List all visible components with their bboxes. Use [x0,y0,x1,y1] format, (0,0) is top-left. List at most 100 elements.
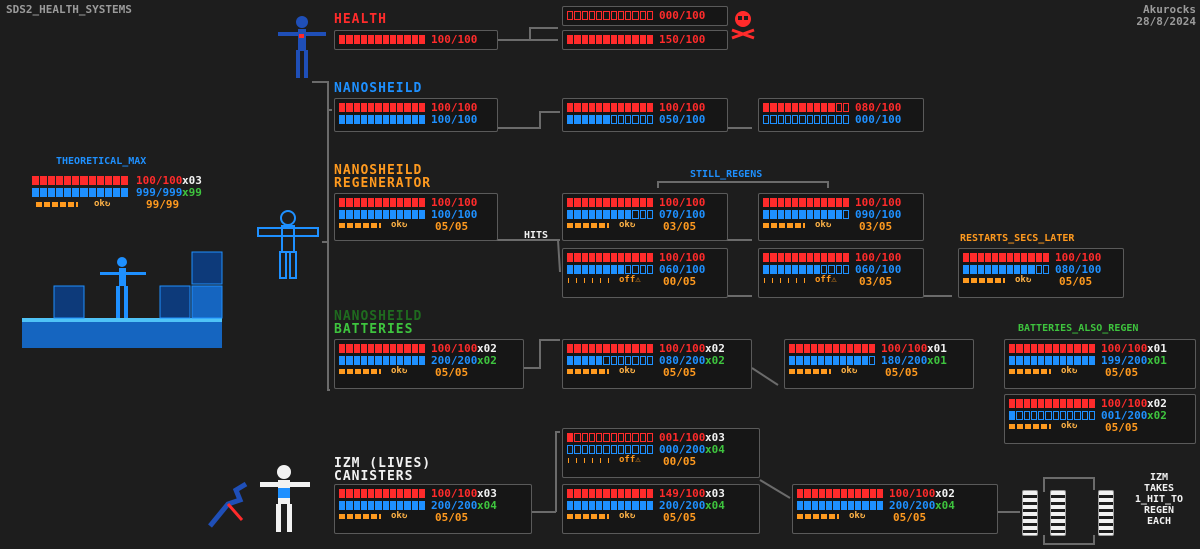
bar-segment [596,198,603,207]
bar-segment [632,433,639,442]
bar-segment [646,198,653,207]
bar-segment [581,103,588,112]
bar-segment [1016,399,1023,408]
regen-cells [567,458,609,463]
izm-note-line: EACH [1146,516,1172,527]
bar-segment [596,489,603,498]
bar-segment [992,265,999,274]
canister-icon [1098,490,1114,536]
shield-value: 200/200 [889,499,936,512]
bar-segment [763,253,770,262]
bar-segment [797,501,804,510]
bar-segment [821,265,828,274]
bar-segment [833,489,840,498]
health-value: 100/100 [855,251,902,264]
header-regen-line1: NANOSHEILD [334,163,423,178]
bar-segment [574,103,581,112]
health-value: 100/100 [855,196,902,209]
shield-bar [567,356,653,365]
bar-segment [360,344,367,353]
bar-segment [588,103,595,112]
bar-segment [797,489,804,498]
date-label: 28/8/2024 [1136,15,1196,28]
health-value: 100/100 [1055,251,1102,264]
bar-segment [1030,344,1037,353]
status-panel: 000/100 [562,6,728,26]
bar-segment [806,253,813,262]
shield-value: 180/200 [881,354,928,367]
status-panel: 149/100 x03 200/200 x04 ok↻ 05/05 [562,484,760,534]
regen-ok-status: ok↻ [849,511,866,521]
lives-multiplier: x02 [935,487,955,500]
bar-segment [847,356,854,365]
bar-segment [810,356,817,365]
bar-segment [970,253,977,262]
bar-segment [382,198,389,207]
regen-value: 00/05 [663,455,697,468]
health-bar [32,176,128,185]
bar-segment [646,489,653,498]
izm-note-line: TAKES [1143,483,1175,494]
bar-segment [811,489,818,498]
bar-segment [567,103,574,112]
shield-bar [1009,356,1095,365]
bar-segment [1030,411,1037,420]
health-value: 100/100 [659,342,706,355]
battery-multiplier: x01 [1147,354,1167,367]
bar-segment [418,198,425,207]
bar-segment [777,253,784,262]
bar-segment [1006,253,1013,262]
bar-segment [803,356,810,365]
bar-segment [617,198,624,207]
bar-segment [854,356,861,365]
health-bar [789,344,875,353]
bar-segment [418,103,425,112]
bar-segment [789,344,796,353]
health-value: 100/100 [881,342,928,355]
bar-segment [346,35,353,44]
bar-segment [360,198,367,207]
bar-segment [806,265,813,274]
bar-segment [588,445,595,454]
regen-cells [567,514,609,519]
bar-segment [999,253,1006,262]
bar-segment [821,198,828,207]
bar-segment [404,103,411,112]
bar-segment [813,265,820,274]
health-value: 100/100 [136,174,183,187]
izm-note: IZM TAKES 1_HIT_TO REGEN EACH [1124,472,1194,527]
bar-segment [646,445,653,454]
bar-segment [596,356,603,365]
regen-ok-status: ok↻ [1015,275,1032,285]
bar-segment [810,344,817,353]
bar-segment [646,115,653,124]
bar-segment [596,501,603,510]
bar-segment [112,176,120,185]
health-value: 100/100 [889,487,936,500]
bar-segment [588,433,595,442]
bar-segment [346,501,353,510]
bar-segment [603,356,610,365]
label-restarts: RESTARTS_SECS_LATER [960,233,1075,244]
bar-segment [639,103,646,112]
battery-multiplier: x02 [705,354,725,367]
bar-segment [382,356,389,365]
bar-segment [567,210,574,219]
status-panel: 100/100 090/100 ok↻ 03/05 [758,193,924,241]
bar-segment [368,198,375,207]
bar-segment [56,176,64,185]
bar-segment [632,501,639,510]
shield-bar [963,265,1049,274]
regen-cells [567,223,609,228]
shield-bar [339,210,425,219]
bar-segment [375,501,382,510]
bar-segment [567,115,574,124]
bar-segment [632,265,639,274]
regen-cells [339,514,381,519]
bar-segment [1030,356,1037,365]
status-panel: 150/100 [562,30,728,50]
bar-segment [382,210,389,219]
status-panel: 100/100 x02 001/200 x02 ok↻ 05/05 [1004,394,1196,444]
bar-segment [567,265,574,274]
bar-segment [40,188,48,197]
